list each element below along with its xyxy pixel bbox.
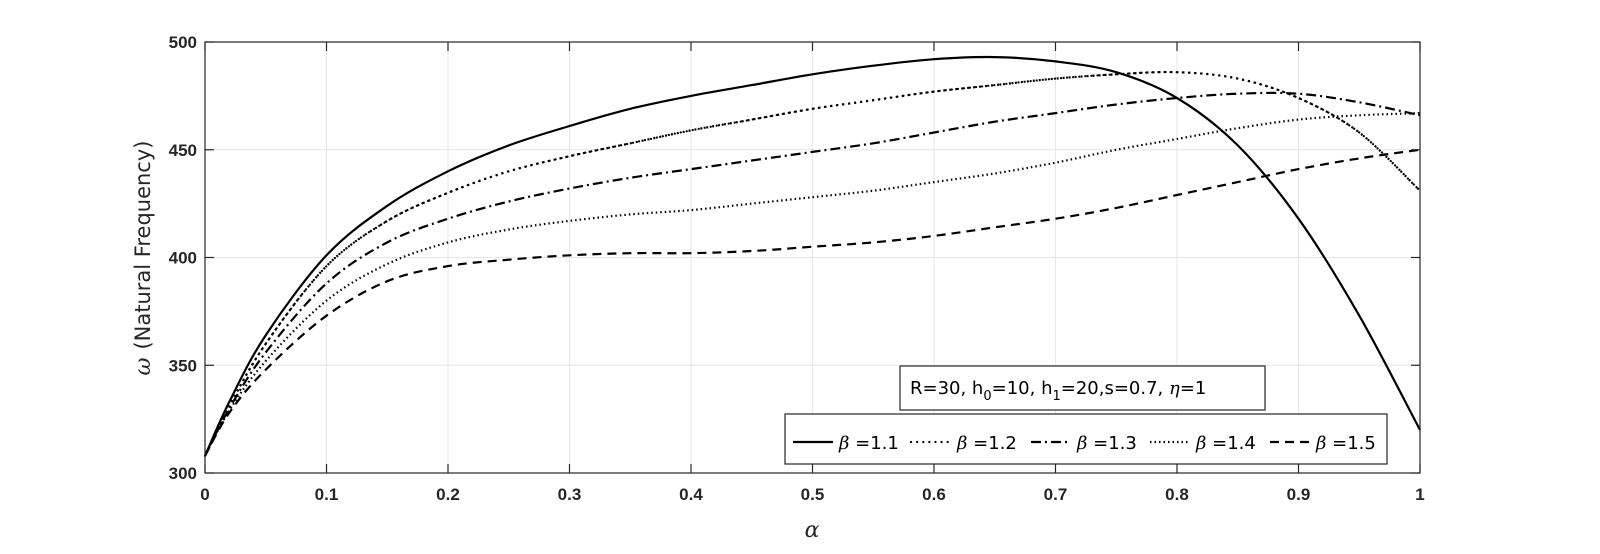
legend-label-3: β =1.3 xyxy=(1076,433,1137,454)
x-tick-label: 0 xyxy=(200,485,209,504)
legend: β =1.1 β =1.2 β =1.3 β =1.4 β =1.5 xyxy=(784,413,1388,465)
series-line-1 xyxy=(203,55,1421,457)
svg-text:R=30, h0=10, h1=20,s=0.7, η=1: R=30, h0=10, h1=20,s=0.7, η=1 xyxy=(910,378,1206,404)
x-tick-label: 0.7 xyxy=(1044,485,1068,504)
x-tick-label: 0.1 xyxy=(315,485,339,504)
legend-label-1: β =1.1 xyxy=(838,433,899,454)
y-tick-label: 350 xyxy=(169,356,197,375)
x-tick-label: 0.6 xyxy=(922,485,946,504)
annotation-part: R=30, h xyxy=(910,378,983,399)
legend-label-4: β =1.4 xyxy=(1195,433,1256,454)
series-layer xyxy=(203,55,1422,457)
x-tick-label: 0.8 xyxy=(1165,485,1189,504)
axis-ticks xyxy=(204,41,1421,474)
annotation-subscript: 0 xyxy=(983,389,991,404)
y-tick-label: 500 xyxy=(169,33,197,52)
y-tick-labels: 300 350 400 450 500 xyxy=(169,33,197,483)
y-axis-text: (Natural Frequency) xyxy=(131,141,155,350)
y-tick-label: 450 xyxy=(169,141,197,160)
annotation-subscript: 1 xyxy=(1052,389,1060,404)
legend-label-2: β =1.2 xyxy=(956,433,1017,454)
series-line-5 xyxy=(204,148,1421,457)
parameter-annotation: R=30, h0=10, h1=20,s=0.7, η=1 xyxy=(899,365,1266,411)
y-axis-label: ω (Natural Frequency) xyxy=(131,141,156,376)
x-axis-label: α xyxy=(805,518,820,543)
annotation-eta: η xyxy=(1169,378,1180,399)
y-axis-symbol: ω xyxy=(131,357,156,375)
annotation-part: =20,s=0.7, xyxy=(1061,378,1169,399)
series-line-4 xyxy=(204,112,1421,457)
x-tick-label: 0.4 xyxy=(679,485,703,504)
y-tick-label: 300 xyxy=(169,464,197,483)
x-tick-labels: 0 0.1 0.2 0.3 0.4 0.5 0.6 0.7 0.8 0.9 1 xyxy=(200,485,1424,504)
x-tick-label: 0.2 xyxy=(436,485,460,504)
x-tick-label: 1 xyxy=(1415,485,1424,504)
x-tick-label: 0.9 xyxy=(1287,485,1311,504)
x-tick-label: 0.3 xyxy=(558,485,582,504)
svg-text:ω(Natural Frequency): ω (Natural Frequency) xyxy=(131,141,156,376)
y-tick-label: 400 xyxy=(169,249,197,268)
legend-label-5: β =1.5 xyxy=(1315,433,1376,454)
x-tick-label: 0.5 xyxy=(801,485,825,504)
annotation-box xyxy=(899,365,1266,411)
series-line-2-dots xyxy=(204,70,1421,457)
annotation-part: =10, h xyxy=(992,378,1053,399)
legend-box xyxy=(784,413,1388,465)
series-line-3 xyxy=(204,91,1421,457)
annotation-part: =1 xyxy=(1180,378,1207,399)
